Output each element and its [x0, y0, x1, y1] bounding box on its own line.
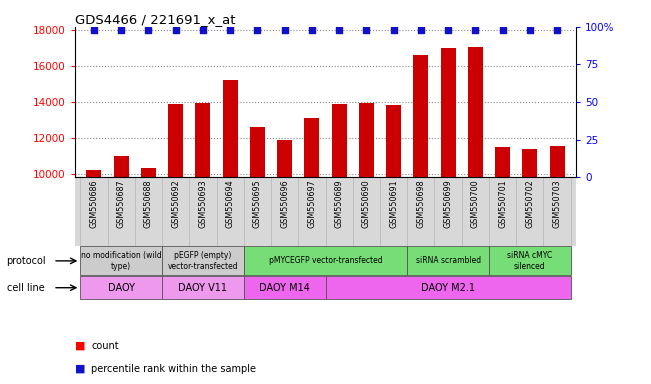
Point — [497, 26, 508, 33]
Bar — [162, 276, 243, 299]
Text: siRNA cMYC
silenced: siRNA cMYC silenced — [507, 251, 553, 271]
Text: GSM550695: GSM550695 — [253, 179, 262, 228]
Text: DAOY M2.1: DAOY M2.1 — [421, 283, 475, 293]
Point — [89, 26, 99, 33]
Text: GSM550690: GSM550690 — [362, 179, 371, 228]
Text: GSM550692: GSM550692 — [171, 179, 180, 228]
Text: GSM550699: GSM550699 — [443, 179, 452, 228]
Text: pMYCEGFP vector-transfected: pMYCEGFP vector-transfected — [269, 257, 382, 265]
Bar — [243, 276, 326, 299]
Bar — [408, 247, 489, 275]
Text: GSM550686: GSM550686 — [89, 179, 98, 228]
Bar — [386, 105, 401, 353]
Bar — [87, 170, 102, 353]
Text: GSM550694: GSM550694 — [226, 179, 234, 228]
Bar — [168, 104, 183, 353]
Bar — [277, 140, 292, 353]
Point — [415, 26, 426, 33]
Text: GSM550687: GSM550687 — [117, 179, 126, 228]
Bar — [522, 149, 537, 353]
Text: GSM550703: GSM550703 — [553, 179, 562, 228]
Text: DAOY V11: DAOY V11 — [178, 283, 227, 293]
Point — [252, 26, 262, 33]
Bar — [250, 127, 265, 353]
Bar — [243, 247, 408, 275]
Point — [552, 26, 562, 33]
Text: protocol: protocol — [7, 256, 46, 266]
Bar — [80, 276, 162, 299]
Point — [443, 26, 453, 33]
Text: GSM550697: GSM550697 — [307, 179, 316, 228]
Bar — [162, 247, 243, 275]
Point — [307, 26, 317, 33]
Text: GSM550702: GSM550702 — [525, 179, 534, 228]
Text: GSM550691: GSM550691 — [389, 179, 398, 228]
Text: no modification (wild
type): no modification (wild type) — [81, 251, 161, 271]
Text: ■: ■ — [75, 341, 85, 351]
Bar — [549, 146, 564, 353]
Text: GSM550696: GSM550696 — [280, 179, 289, 228]
Text: GDS4466 / 221691_x_at: GDS4466 / 221691_x_at — [75, 13, 236, 26]
Point — [116, 26, 126, 33]
Text: count: count — [91, 341, 118, 351]
Text: percentile rank within the sample: percentile rank within the sample — [91, 364, 256, 374]
Bar — [441, 48, 456, 353]
Point — [225, 26, 236, 33]
Point — [171, 26, 181, 33]
Point — [361, 26, 372, 33]
Text: cell line: cell line — [7, 283, 44, 293]
Point — [389, 26, 399, 33]
Text: GSM550688: GSM550688 — [144, 179, 153, 228]
Bar — [80, 247, 162, 275]
Point — [470, 26, 480, 33]
Text: siRNA scrambled: siRNA scrambled — [415, 257, 480, 265]
Text: GSM550700: GSM550700 — [471, 179, 480, 228]
Text: GSM550698: GSM550698 — [417, 179, 425, 228]
Bar — [331, 104, 346, 353]
Bar — [195, 103, 210, 353]
Bar — [413, 55, 428, 353]
Bar — [359, 103, 374, 353]
Text: DAOY M14: DAOY M14 — [259, 283, 310, 293]
Bar — [114, 156, 129, 353]
Bar — [468, 46, 483, 353]
Text: GSM550701: GSM550701 — [498, 179, 507, 228]
Point — [334, 26, 344, 33]
Point — [198, 26, 208, 33]
Bar — [326, 276, 571, 299]
Point — [279, 26, 290, 33]
Bar — [223, 79, 238, 353]
Bar — [305, 118, 320, 353]
Text: DAOY: DAOY — [107, 283, 135, 293]
Bar — [141, 168, 156, 353]
Text: GSM550689: GSM550689 — [335, 179, 344, 228]
Bar — [495, 147, 510, 353]
Point — [525, 26, 535, 33]
Bar — [489, 247, 571, 275]
Text: GSM550693: GSM550693 — [199, 179, 208, 228]
Point — [143, 26, 154, 33]
Text: ■: ■ — [75, 364, 85, 374]
Text: pEGFP (empty)
vector-transfected: pEGFP (empty) vector-transfected — [167, 251, 238, 271]
